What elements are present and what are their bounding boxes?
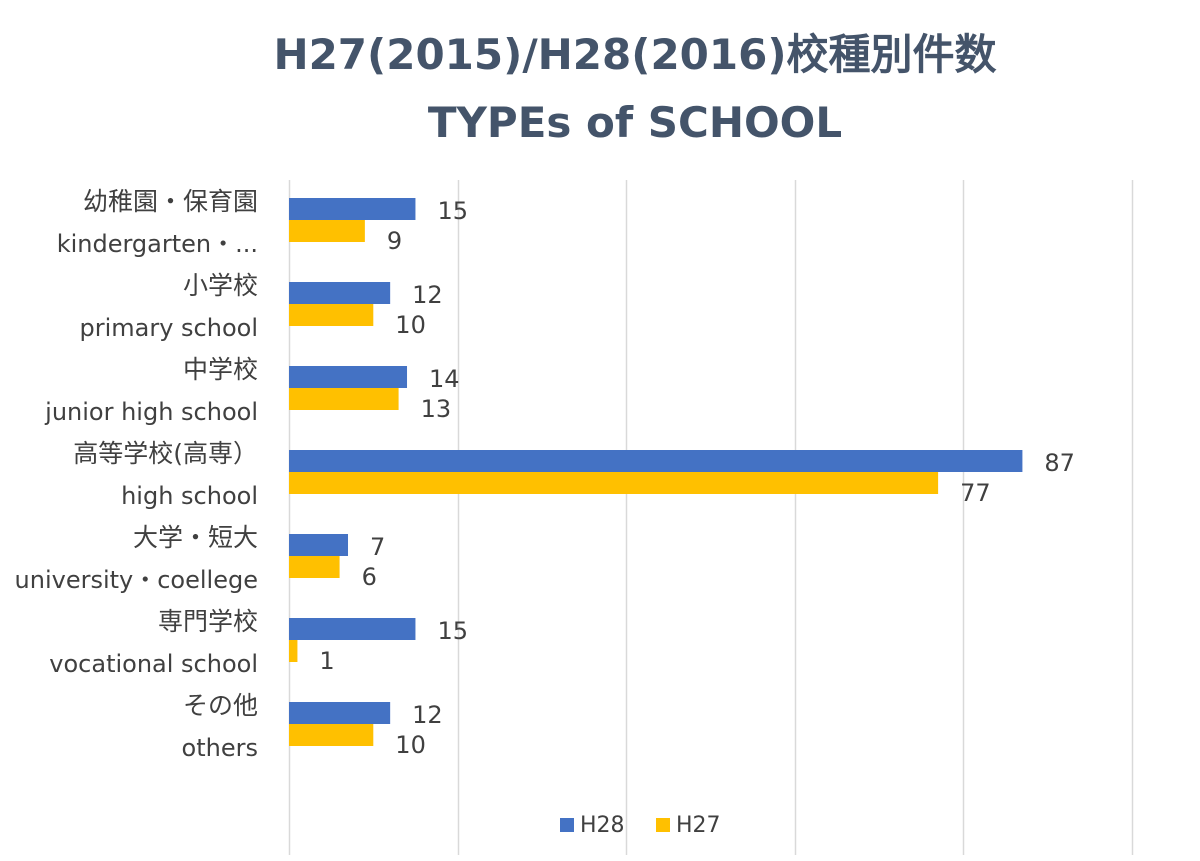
category-label-ja: 中学校 — [183, 355, 258, 384]
chart-subtitle: TYPEs of SCHOOL — [427, 98, 843, 147]
bar-h28 — [289, 618, 416, 640]
category-label-en: junior high school — [44, 398, 258, 426]
data-label-h28: 15 — [437, 617, 468, 645]
bar-h27 — [289, 640, 298, 662]
data-label-h28: 12 — [412, 281, 443, 309]
data-label-h27: 6 — [362, 563, 377, 591]
legend-swatch-h27 — [656, 818, 670, 832]
bar-h27 — [289, 472, 939, 494]
chart-title: H27(2015)/H28(2016)校種別件数 — [273, 30, 997, 79]
bar-h27 — [289, 388, 399, 410]
data-label-h28: 15 — [437, 197, 468, 225]
data-labels: 15 12 14 87 7 15 12 9 10 13 77 6 1 10 — [319, 197, 1075, 759]
legend-swatch-h28 — [560, 818, 574, 832]
category-label-en: vocational school — [49, 650, 258, 678]
category-label-ja: 幼稚園・保育園 — [83, 187, 258, 216]
category-label-en: others — [182, 734, 258, 762]
data-label-h27: 10 — [395, 731, 426, 759]
legend-label-h28: H28 — [580, 813, 625, 838]
category-label-en: high school — [121, 482, 258, 510]
data-label-h27: 1 — [319, 647, 334, 675]
category-label-en: kindergarten・... — [57, 230, 258, 258]
legend-label-h27: H27 — [676, 813, 721, 838]
data-label-h28: 87 — [1044, 449, 1075, 477]
category-axis-labels: 幼稚園・保育園 kindergarten・... 小学校 primary school… — [15, 187, 258, 762]
bars — [289, 198, 1023, 746]
bar-h28 — [289, 282, 391, 304]
category-label-en: university・coellege — [15, 566, 258, 594]
bar-h28 — [289, 198, 416, 220]
category-label-ja: 専門学校 — [158, 607, 258, 636]
bar-h27 — [289, 304, 374, 326]
data-label-h27: 10 — [395, 311, 426, 339]
data-label-h28: 14 — [429, 365, 460, 393]
category-label-ja: 高等学校(高専） — [73, 439, 258, 468]
category-label-ja: 大学・短大 — [133, 523, 258, 552]
bar-h27 — [289, 724, 374, 746]
data-label-h28: 7 — [370, 533, 385, 561]
legend: H28 H27 — [560, 813, 721, 838]
bar-h28 — [289, 450, 1023, 472]
category-label-en: primary school — [80, 314, 259, 342]
data-label-h28: 12 — [412, 701, 443, 729]
data-label-h27: 9 — [387, 227, 402, 255]
bar-h28 — [289, 366, 408, 388]
category-label-ja: その他 — [183, 691, 258, 720]
bar-h28 — [289, 534, 349, 556]
bar-h28 — [289, 702, 391, 724]
bar-h27 — [289, 556, 340, 578]
data-label-h27: 13 — [421, 395, 452, 423]
bar-h27 — [289, 220, 365, 242]
category-label-ja: 小学校 — [183, 271, 258, 300]
data-label-h27: 77 — [960, 479, 991, 507]
